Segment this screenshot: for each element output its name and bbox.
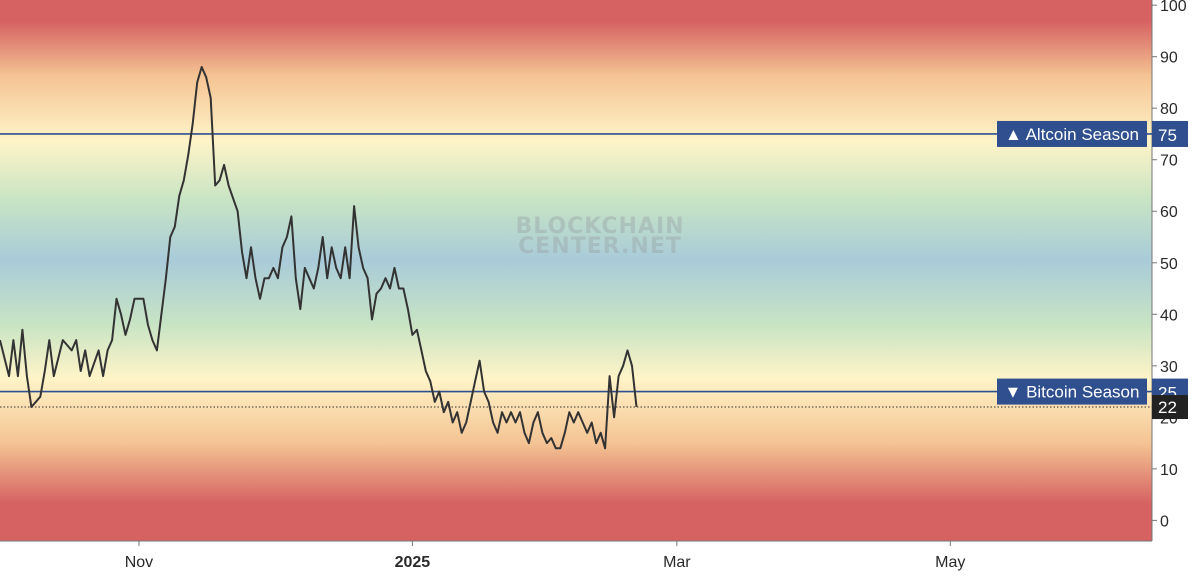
x-axis-ticks: Nov 2025 Mar May [125, 541, 965, 571]
y-tick-label: 40 [1160, 307, 1178, 324]
x-tick-label: May [935, 554, 965, 571]
threshold-value-text: 75 [1158, 126, 1177, 145]
threshold-value-box [1152, 120, 1188, 147]
y-tick-label: 10 [1160, 462, 1178, 479]
current-value-box [1152, 395, 1188, 420]
current-value-text: 22 [1158, 398, 1177, 417]
series-group [0, 66, 638, 450]
y-tick-label: 70 [1160, 153, 1178, 170]
y-axis-ticks: 0102030405060708090100 [1152, 0, 1187, 530]
x-tick-label: Mar [663, 554, 691, 571]
y-tick-label: 0 [1160, 513, 1169, 530]
y-tick-label: 30 [1160, 359, 1178, 376]
x-tick-label: Nov [125, 554, 153, 571]
series-line [0, 66, 638, 450]
watermark-line1: BLOCKCHAIN [515, 214, 684, 239]
threshold-label-box [997, 378, 1147, 405]
y-tick-label: 60 [1160, 204, 1178, 221]
plot-background [0, 0, 1152, 541]
current-value-label: 22 [1152, 395, 1188, 420]
watermark: BLOCKCHAIN CENTER.NET [515, 214, 684, 259]
y-tick-label: 50 [1160, 256, 1178, 273]
x-tick-label: 2025 [395, 554, 431, 571]
threshold-label-text: ▲ Altcoin Season [1005, 125, 1139, 144]
watermark-line2: CENTER.NET [518, 234, 682, 259]
y-tick-label: 100 [1160, 0, 1187, 15]
threshold-label-text: ▼ Bitcoin Season [1005, 383, 1140, 402]
y-tick-label: 90 [1160, 50, 1178, 67]
y-tick-label: 80 [1160, 101, 1178, 118]
threshold-label-box [997, 120, 1147, 147]
